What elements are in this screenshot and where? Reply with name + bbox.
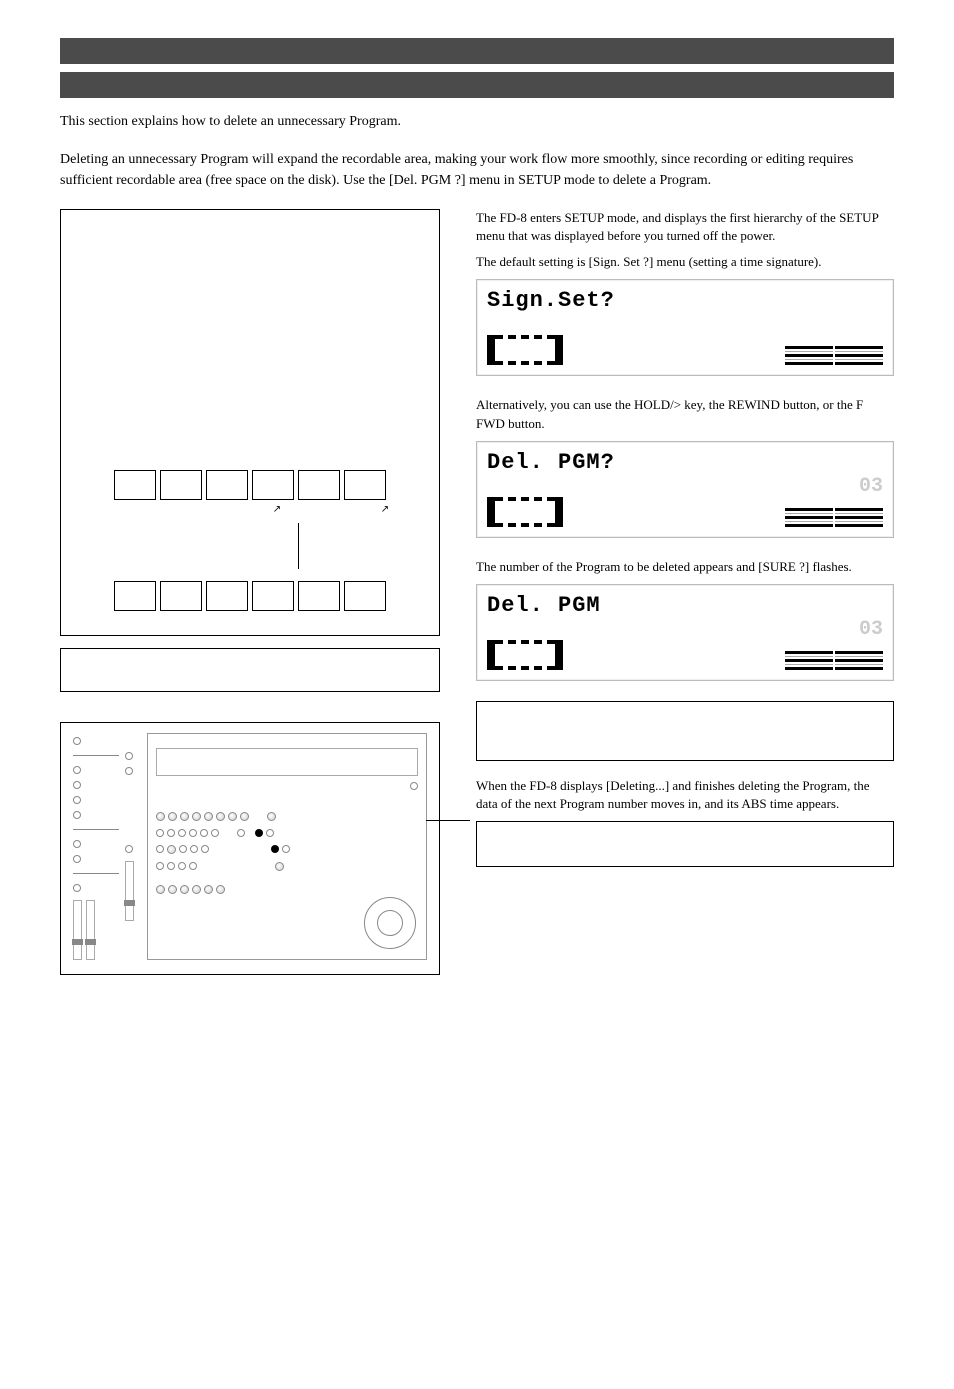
knob-icon <box>73 737 81 745</box>
device-mid-strip <box>125 733 141 960</box>
knob-icon <box>156 812 165 821</box>
lcd-bracket-icon <box>487 497 563 527</box>
knob-icon <box>73 884 81 892</box>
wire-button <box>344 581 386 611</box>
wire-button <box>114 581 156 611</box>
wireframe-blank <box>60 648 440 692</box>
note-box-2 <box>476 821 894 867</box>
knob-icon <box>73 855 81 863</box>
section-banner <box>60 72 894 98</box>
knob-icon <box>125 752 133 760</box>
transport-row <box>156 885 418 894</box>
knob-icon <box>73 796 81 804</box>
lcd-display-2: Del. PGM? 03 <box>476 441 894 538</box>
wire-button <box>298 470 340 500</box>
knob-icon <box>73 781 81 789</box>
arrow-markers: ↗↗ <box>94 504 406 515</box>
fader-icon <box>73 900 82 960</box>
lcd-meter-icon <box>785 508 883 527</box>
leader-line <box>426 820 470 821</box>
step2-text: Alternatively, you can use the HOLD/> ke… <box>476 396 894 432</box>
knob-icon <box>73 840 81 848</box>
control-row <box>156 829 418 837</box>
fader-group <box>125 861 141 921</box>
wire-button <box>160 470 202 500</box>
lcd-display-3: Del. PGM 03 <box>476 584 894 681</box>
wire-button <box>298 581 340 611</box>
lcd3-text: Del. PGM <box>487 593 883 618</box>
transport-button-icon <box>156 885 165 894</box>
lcd1-text: Sign.Set? <box>487 288 883 313</box>
intro-line1: This section explains how to delete an u… <box>60 112 894 132</box>
step4-text: When the FD-8 displays [Deleting...] and… <box>476 777 894 813</box>
lcd-bracket-icon <box>487 335 563 365</box>
device-diagram <box>60 722 440 975</box>
lcd-display-1: Sign.Set? <box>476 279 894 376</box>
lcd-bracket-icon <box>487 640 563 670</box>
wire-button <box>206 470 248 500</box>
button-row-1 <box>114 470 386 500</box>
wire-button <box>344 470 386 500</box>
knob-icon <box>125 845 133 853</box>
wire-button <box>252 581 294 611</box>
wire-button <box>206 581 248 611</box>
control-row <box>156 845 418 854</box>
lcd2-text: Del. PGM? <box>487 450 883 475</box>
right-column: The FD-8 enters SETUP mode, and displays… <box>476 209 894 975</box>
knob-icon <box>125 767 133 775</box>
fader-icon <box>125 861 134 921</box>
wire-button <box>114 470 156 500</box>
left-column: ↗↗ <box>60 209 440 975</box>
wireframe-keypad: ↗↗ <box>60 209 440 636</box>
knob-icon <box>410 782 418 790</box>
wire-button <box>160 581 202 611</box>
step3-text: The number of the Program to be deleted … <box>476 558 894 576</box>
control-row <box>156 812 418 821</box>
connector-line <box>298 523 299 569</box>
step1-text: The FD-8 enters SETUP mode, and displays… <box>476 209 894 245</box>
control-row <box>156 862 418 871</box>
step1b-text: The default setting is [Sign. Set ?] men… <box>476 253 894 271</box>
device-left-strip <box>73 733 119 960</box>
jog-wheel-icon <box>364 897 416 949</box>
wire-button <box>252 470 294 500</box>
intro-line2: Deleting an unnecessary Program will exp… <box>60 150 894 191</box>
lcd3-num: 03 <box>859 618 883 641</box>
fader-icon <box>86 900 95 960</box>
lcd-meter-icon <box>785 651 883 670</box>
chapter-banner <box>60 38 894 64</box>
fader-group <box>73 900 119 960</box>
button-row-2 <box>114 581 386 611</box>
lcd-meter-icon <box>785 346 883 365</box>
lcd-screen-icon <box>156 748 418 776</box>
lcd2-num: 03 <box>859 475 883 498</box>
device-right-panel <box>147 733 427 960</box>
note-box-1 <box>476 701 894 761</box>
knob-icon <box>73 811 81 819</box>
knob-icon <box>73 766 81 774</box>
